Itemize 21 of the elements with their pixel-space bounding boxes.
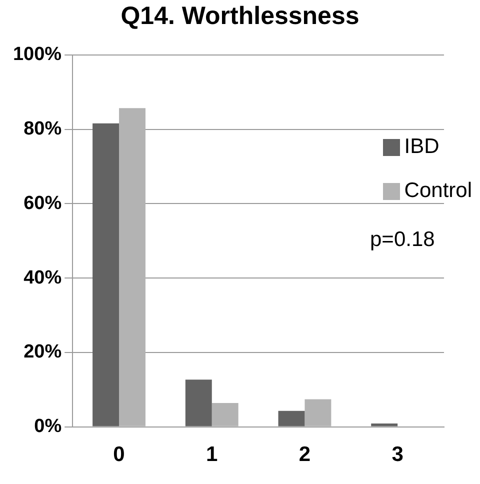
chart-title: Q14. Worthlessness [120,2,360,31]
y-tick-label: 20% [24,342,62,363]
annotation: p=0.18 [370,228,435,252]
legend-label: Control [404,179,472,203]
y-tick-label: 40% [24,267,62,288]
x-tick-label: 2 [298,443,311,466]
bar [371,423,398,426]
x-tick-label: 1 [206,443,218,466]
bar [185,380,212,426]
x-tick-label: 3 [392,443,404,466]
y-tick-label: 0% [34,416,62,438]
legend-label: IBD [404,135,440,159]
y-tick-label: 100% [12,44,62,66]
bar [304,399,332,426]
y-tick-label: 80% [24,118,62,140]
y-tick-label: 60% [24,192,62,214]
bar [212,403,238,426]
bar [119,108,146,426]
bar [278,410,305,426]
bar [92,123,120,426]
x-tick-label: 0 [113,443,125,466]
